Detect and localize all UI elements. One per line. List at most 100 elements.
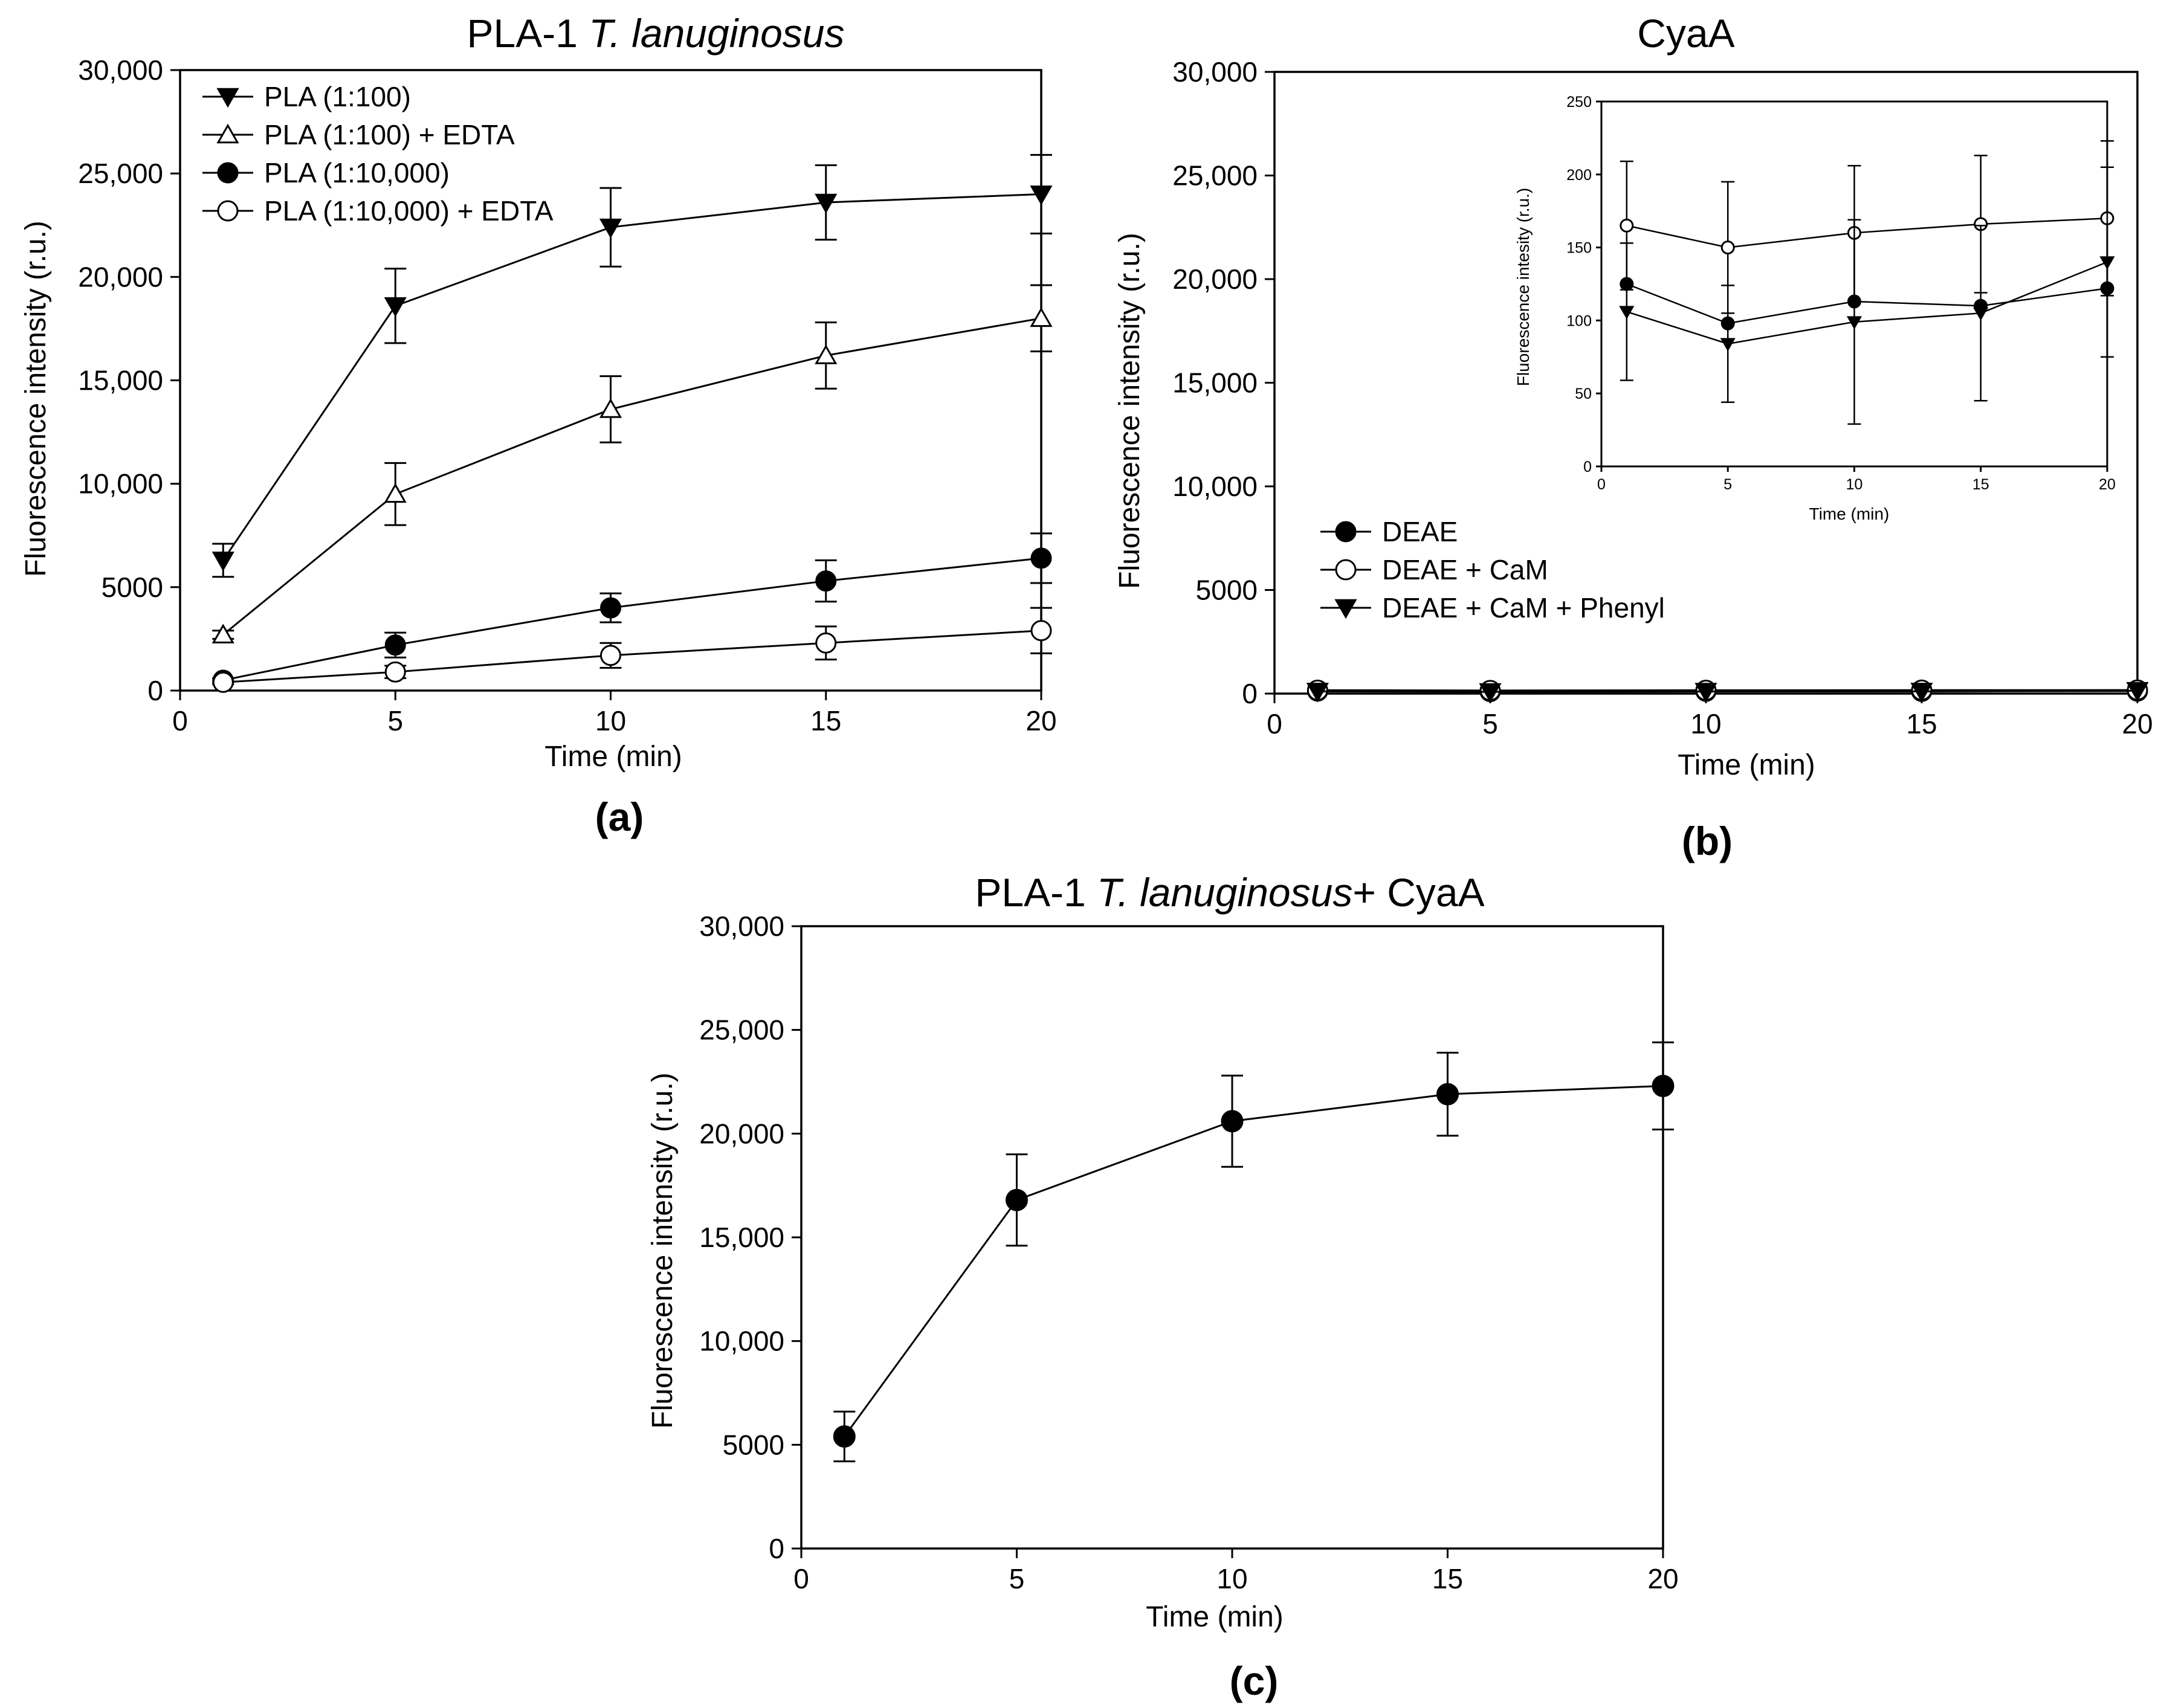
legend-marker (1334, 599, 1357, 619)
inset-data-point (1720, 338, 1736, 352)
inset-y-tick-label: 200 (1566, 167, 1592, 184)
panel-a-title: PLA-1 T. lanuginosus (467, 11, 845, 56)
data-point (1436, 1083, 1459, 1106)
x-tick-label: 10 (1690, 708, 1721, 740)
panel-c-plot-area: 0 5 10 15 20 0 5000 10,000 15,000 20,000 25,000 30,… (699, 910, 1678, 1594)
series-4 (212, 607, 1052, 693)
data-point (1030, 547, 1052, 569)
legend-marker (216, 123, 239, 144)
x-tick-label: 0 (793, 1563, 809, 1594)
inset-y-tick-label: 250 (1566, 94, 1592, 111)
inset-x-tick-label: 15 (1972, 476, 1989, 493)
data-point (384, 661, 406, 683)
data-point (212, 624, 234, 643)
inset-data-point (1620, 218, 1634, 233)
data-point (833, 1425, 856, 1448)
series-line (222, 557, 1042, 682)
data-point (599, 218, 622, 239)
panel-c-title: PLA-1 T. lanuginosus+ CyaA (975, 870, 1484, 915)
x-tick-label: 0 (172, 705, 188, 736)
legend-marker (216, 88, 239, 108)
data-point (384, 634, 406, 656)
inset-data-point (2099, 256, 2115, 270)
legend-item-2: PLA (1:100) + EDTA (202, 119, 515, 150)
x-tick-label: 20 (1647, 1563, 1678, 1594)
y-tick-label: 30,000 (699, 910, 784, 942)
series-3 (212, 532, 1052, 691)
panel-b-label: (b) (1682, 819, 1733, 863)
y-tick-label: 0 (147, 675, 163, 706)
series-2 (212, 284, 1053, 643)
panel-b-inset-y-axis-label: Fluorescence intesity (r.u.) (1514, 188, 1533, 386)
inset-data-point (1720, 240, 1735, 255)
panel-a-label: (a) (595, 794, 644, 839)
y-tick-label: 0 (769, 1533, 784, 1564)
plot-frame (800, 925, 1664, 1550)
inset-data-point (1619, 306, 1635, 320)
panel-c-x-axis-label: Time (min) (1146, 1601, 1284, 1633)
data-point (815, 344, 838, 364)
panel-a-plot-area: 0 5 10 15 20 0 5000 10,000 15,000 20,000 25,000 30,… (78, 54, 1056, 736)
inset-series-3 (1619, 166, 2115, 425)
panel-a: PLA-1 T. lanuginosus 0 5 10 15 20 0 5000 10,000… (20, 11, 1057, 839)
x-tick-label: 15 (1432, 1563, 1463, 1594)
y-tick-label: 25,000 (78, 158, 163, 189)
legend-marker (1335, 559, 1357, 581)
x-tick-label: 5 (1482, 708, 1498, 740)
panel-c-label: (c) (1230, 1658, 1279, 1703)
y-tick-label: 10,000 (699, 1326, 784, 1357)
data-point (212, 671, 234, 693)
panel-b-inset-x-axis-label: Time (min) (1809, 504, 1890, 523)
data-point (815, 570, 837, 592)
inset-x-tick-label: 0 (1597, 476, 1606, 493)
y-tick-label: 10,000 (78, 468, 163, 500)
data-point (1652, 1074, 1675, 1097)
y-tick-label: 20,000 (1172, 263, 1258, 295)
data-point (384, 297, 407, 317)
data-point (1030, 307, 1053, 327)
y-tick-label: 30,000 (1172, 56, 1258, 88)
y-tick-label: 15,000 (1172, 367, 1258, 399)
legend-marker (1335, 521, 1357, 543)
data-point (1306, 683, 1329, 703)
data-point (1006, 1188, 1028, 1211)
y-tick-label: 30,000 (78, 54, 163, 86)
x-tick-label: 0 (1267, 708, 1282, 740)
inset-x-tick-label: 5 (1723, 476, 1732, 493)
legend-marker (217, 200, 239, 222)
panel-a-y-axis-label: Fluorescence intensity (r.u.) (20, 221, 52, 577)
panel-a-x-axis-label: Time (min) (544, 741, 682, 773)
y-tick-label: 25,000 (1172, 160, 1258, 192)
data-point (2126, 682, 2149, 702)
x-tick-label: 15 (1906, 708, 1937, 740)
inset-y-tick-label: 100 (1566, 312, 1592, 329)
data-point (1030, 620, 1052, 642)
data-point (1221, 1110, 1244, 1133)
y-tick-label: 25,000 (699, 1014, 784, 1046)
y-tick-label: 5000 (723, 1429, 784, 1460)
series-line (1317, 689, 2138, 693)
panel-c: PLA-1 T. lanuginosus+ CyaA 0 5 10 15 20 0 5000… (647, 870, 1679, 1703)
inset-y-tick-label: 0 (1583, 459, 1592, 475)
legend-label: PLA (1:10,000) (264, 157, 450, 189)
panel-b-x-axis-label: Time (min) (1678, 749, 1815, 781)
data-point (212, 552, 234, 572)
series-line (223, 630, 1042, 683)
panel-b: CyaA 0 5 10 15 200500010,00015,00020,00025,0… (1114, 11, 2153, 863)
x-tick-label: 10 (595, 705, 626, 736)
series-1 (212, 153, 1053, 578)
panel-c-y-axis-label: Fluorescence intensity (r.u.) (647, 1072, 679, 1429)
data-point (815, 632, 837, 654)
legend-item-4: PLA (1:10,000) + EDTA (202, 195, 554, 227)
data-point (1694, 683, 1717, 703)
legend-label: PLA (1:10,000) + EDTA (264, 195, 554, 227)
y-tick-label: 20,000 (78, 261, 163, 292)
x-tick-label: 20 (1025, 705, 1056, 736)
inset-y-tick-label: 150 (1566, 240, 1592, 257)
legend-label: PLA (1:100) (264, 81, 411, 112)
series-3 (1306, 682, 2149, 703)
data-point (1030, 185, 1053, 205)
panel-b-legend: DEAE DEAE + CaM DEAE + CaM + Phenyl (1320, 516, 1665, 624)
